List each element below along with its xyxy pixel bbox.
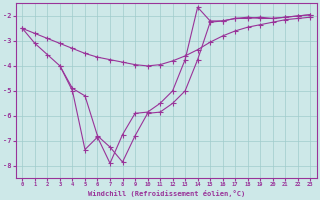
X-axis label: Windchill (Refroidissement éolien,°C): Windchill (Refroidissement éolien,°C) (88, 190, 245, 197)
